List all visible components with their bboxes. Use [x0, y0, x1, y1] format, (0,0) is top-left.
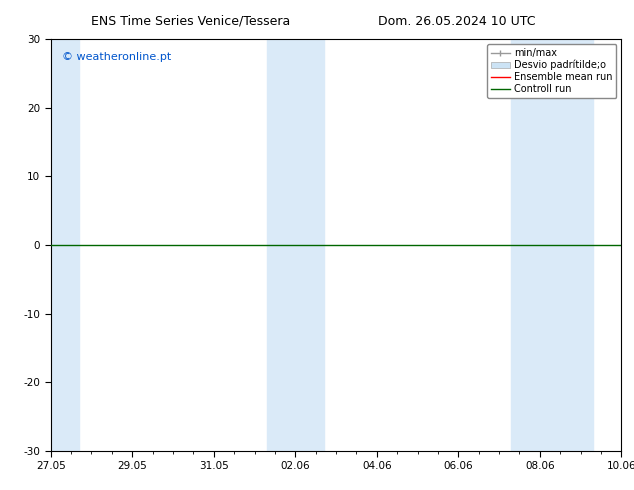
Legend: min/max, Desvio padrítilde;o, Ensemble mean run, Controll run: min/max, Desvio padrítilde;o, Ensemble m… — [487, 44, 616, 98]
Bar — [267, 39, 324, 451]
Bar — [51, 39, 79, 451]
Text: © weatheronline.pt: © weatheronline.pt — [62, 51, 171, 62]
Bar — [511, 39, 593, 451]
Text: Dom. 26.05.2024 10 UTC: Dom. 26.05.2024 10 UTC — [378, 15, 535, 28]
Text: ENS Time Series Venice/Tessera: ENS Time Series Venice/Tessera — [91, 15, 290, 28]
